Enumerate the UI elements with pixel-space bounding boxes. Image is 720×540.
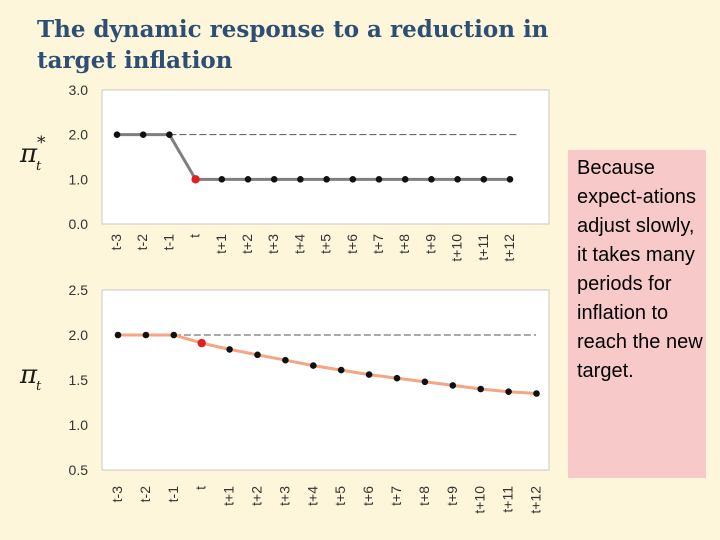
data-point [114, 331, 122, 339]
data-point [393, 374, 401, 382]
y-tick-label: 2.5 [69, 282, 89, 298]
y-tick-label: 3.0 [69, 82, 89, 98]
data-point [244, 176, 252, 183]
data-point [428, 176, 435, 183]
data-point [113, 131, 121, 138]
y-tick-label: 2.0 [69, 127, 89, 143]
data-point [170, 331, 178, 339]
data-point [506, 176, 514, 183]
y-axis-subscript-inflation: t [36, 379, 42, 394]
y-axis-subscript-target: t [36, 159, 42, 174]
x-tick-label: t+9 [422, 234, 438, 254]
y-tick-label: 2.0 [69, 327, 89, 343]
x-tick-label: t+1 [221, 486, 237, 506]
x-tick-label: t-1 [165, 486, 181, 503]
data-point [349, 176, 357, 183]
inflation-chart: 2.5 2.0 1.5 1.0 0.5 t-3 t-2 t-1 t t+1 t+2 t+3 t+4 t+… [19, 282, 550, 514]
data-point [421, 378, 429, 386]
x-tick-label: t+9 [444, 486, 460, 506]
explanation-callout: Because expect-ations adjust slowly, it … [568, 150, 706, 478]
data-point [505, 388, 512, 396]
data-point [480, 176, 488, 183]
x-tick-label: t+5 [318, 234, 334, 254]
x-tick-label: t [187, 234, 203, 238]
y-axis-symbol-target: π [19, 139, 38, 169]
data-point [270, 176, 278, 183]
data-point [142, 331, 150, 339]
x-tick-label: t+7 [370, 234, 386, 254]
x-tick-label: t-3 [108, 234, 124, 251]
x-tick-label: t-1 [160, 234, 176, 251]
x-tick-label: t+12 [528, 486, 544, 514]
data-point [365, 371, 373, 378]
series-line [117, 133, 510, 181]
highlight-point [197, 338, 206, 348]
data-point [218, 176, 226, 183]
y-tick-label: 1.0 [69, 417, 89, 433]
data-point [323, 176, 330, 183]
data-point [226, 346, 233, 353]
x-tick-label: t+11 [500, 486, 516, 513]
data-point [375, 176, 383, 183]
x-tick-label: t+4 [304, 486, 320, 506]
x-tick-label: t-2 [134, 234, 150, 251]
x-tick-label: t+1 [213, 234, 229, 254]
data-point [401, 176, 409, 183]
data-point [139, 131, 147, 138]
x-tick-label: t+7 [388, 486, 404, 506]
highlight-point [191, 175, 200, 184]
data-point [477, 385, 485, 393]
x-tick-label: t+2 [249, 486, 265, 506]
data-point [449, 382, 457, 389]
x-tick-label: t+6 [360, 486, 376, 506]
data-point [454, 176, 461, 183]
series-line [118, 333, 537, 395]
plot-area-target [101, 89, 550, 225]
x-tick-label: t+3 [265, 234, 281, 254]
x-tick-label: t+2 [239, 234, 255, 254]
x-tick-label: t+8 [396, 234, 412, 254]
y-tick-label: 1.0 [69, 171, 89, 187]
data-point [166, 131, 173, 138]
y-axis-symbol-inflation: π [19, 360, 38, 390]
y-tick-label: 0.5 [69, 462, 89, 478]
data-point [282, 356, 289, 364]
data-point [297, 176, 304, 183]
x-tick-label: t+6 [344, 234, 360, 254]
target-inflation-chart: 3.0 2.0 1.0 0.0 t-3 t-2 t-1 t t+1 t+2 t+3 t+4 t+5 t+… [19, 82, 550, 262]
x-tick-label: t+4 [291, 234, 307, 254]
x-tick-label: t+10 [472, 486, 488, 514]
data-point [310, 362, 317, 369]
data-point [533, 390, 540, 397]
x-tick-label: t+3 [276, 486, 292, 506]
slide-title: The dynamic response to a reduction in t… [37, 16, 549, 74]
x-tick-label: t+5 [332, 486, 348, 506]
y-axis-superscript-target: * [37, 133, 46, 153]
y-tick-label: 1.5 [69, 372, 89, 388]
data-point [254, 351, 261, 359]
x-tick-label: t+8 [416, 486, 432, 506]
x-tick-label: t+10 [449, 234, 465, 262]
y-tick-label: 0.0 [69, 216, 89, 232]
x-tick-label: t [193, 486, 209, 490]
x-tick-label: t-2 [137, 486, 153, 503]
x-tick-label: t+11 [475, 234, 491, 261]
x-tick-label: t-3 [109, 486, 125, 503]
data-point [337, 366, 345, 374]
plot-area-inflation [101, 289, 550, 471]
x-tick-label: t+12 [501, 234, 517, 262]
